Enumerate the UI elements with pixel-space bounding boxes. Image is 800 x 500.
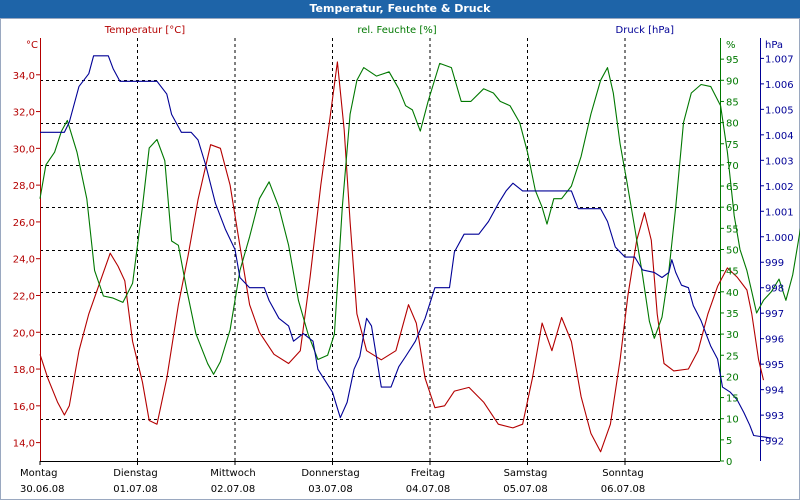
x-date-label: 04.07.08 bbox=[406, 484, 451, 495]
pressure-series-label: Druck [hPa] bbox=[616, 25, 675, 36]
x-date-label: 01.07.08 bbox=[113, 484, 158, 495]
humidity-tick-label: 20 bbox=[726, 372, 739, 383]
pressure-tick-label: 1.007 bbox=[765, 54, 794, 65]
humidity-tick-label: 70 bbox=[726, 161, 739, 172]
temperature-tick-label: 34,0 bbox=[13, 71, 35, 82]
series-line-temperature bbox=[39, 61, 765, 453]
humidity-tick-label: 85 bbox=[726, 97, 739, 108]
temperature-tick-label: 26,0 bbox=[13, 218, 35, 229]
x-date-label: 05.07.08 bbox=[503, 484, 548, 495]
humidity-tick-label: 90 bbox=[726, 76, 739, 87]
x-day-label: Dienstag bbox=[113, 468, 158, 479]
humidity-tick-label: 60 bbox=[726, 203, 739, 214]
series-line-humidity bbox=[39, 62, 800, 375]
x-day-label: Mittwoch bbox=[210, 468, 255, 479]
pressure-tick-label: 1.004 bbox=[765, 131, 794, 142]
humidity-tick-label: 65 bbox=[726, 182, 739, 193]
x-date-label: 06.07.08 bbox=[601, 484, 646, 495]
x-day-label: Samstag bbox=[504, 468, 548, 479]
temperature-tick-label: 22,0 bbox=[13, 291, 35, 302]
temperature-tick-label: 18,0 bbox=[13, 365, 35, 376]
humidity-tick-label: 0 bbox=[726, 457, 732, 468]
pressure-tick-label: 993 bbox=[765, 411, 784, 422]
humidity-tick-label: 50 bbox=[726, 246, 739, 257]
humidity-tick-label: 5 bbox=[726, 436, 732, 447]
temperature-tick-label: 28,0 bbox=[13, 181, 35, 192]
humidity-tick-label: 45 bbox=[726, 267, 739, 278]
chart-series bbox=[39, 55, 800, 453]
pressure-tick-label: 998 bbox=[765, 284, 784, 295]
x-day-label: Sonntag bbox=[602, 468, 644, 479]
humidity-tick-label: 35 bbox=[726, 309, 739, 320]
pressure-tick-label: 1.002 bbox=[765, 182, 794, 193]
pressure-tick-label: 995 bbox=[765, 360, 784, 371]
humidity-unit: % bbox=[726, 40, 736, 51]
pressure-tick-label: 994 bbox=[765, 386, 784, 397]
window-title: Temperatur, Feuchte & Druck bbox=[0, 0, 800, 18]
humidity-tick-label: 10 bbox=[726, 415, 739, 426]
temperature-series-label: Temperatur [°C] bbox=[104, 25, 185, 36]
temperature-tick-label: 16,0 bbox=[13, 402, 35, 413]
temperature-tick-label: 14,0 bbox=[13, 439, 35, 450]
chart-labels: 34,0 32,0 30,0 28,0 26,0 24,0 22,0 20,0 18,0 16,0… bbox=[13, 25, 794, 495]
pressure-tick-label: 1.005 bbox=[765, 105, 794, 116]
humidity-series-label: rel. Feuchte [%] bbox=[357, 25, 436, 36]
x-day-label: Donnerstag bbox=[301, 468, 359, 479]
pressure-tick-label: 996 bbox=[765, 335, 784, 346]
pressure-tick-label: 1.000 bbox=[765, 233, 794, 244]
humidity-tick-label: 75 bbox=[726, 140, 739, 151]
temperature-tick-label: 32,0 bbox=[13, 108, 35, 119]
pressure-tick-label: 1.001 bbox=[765, 207, 794, 218]
humidity-tick-label: 40 bbox=[726, 288, 739, 299]
pressure-tick-label: 997 bbox=[765, 309, 784, 320]
pressure-tick-label: 999 bbox=[765, 258, 784, 269]
temperature-tick-label: 24,0 bbox=[13, 255, 35, 266]
pressure-tick-label: 1.006 bbox=[765, 80, 794, 91]
x-date-label: 30.06.08 bbox=[20, 484, 65, 495]
humidity-tick-label: 95 bbox=[726, 55, 739, 66]
humidity-tick-label: 30 bbox=[726, 330, 739, 341]
x-day-label: Montag bbox=[20, 468, 57, 479]
series-line-pressure bbox=[40, 55, 772, 439]
pressure-tick-label: 992 bbox=[765, 437, 784, 448]
x-date-label: 03.07.08 bbox=[308, 484, 353, 495]
temperature-unit: °C bbox=[26, 40, 38, 51]
x-date-label: 02.07.08 bbox=[211, 484, 256, 495]
pressure-unit: hPa bbox=[765, 40, 783, 51]
humidity-tick-label: 80 bbox=[726, 119, 739, 130]
chart-axes bbox=[36, 38, 764, 465]
temperature-tick-label: 30,0 bbox=[13, 144, 35, 155]
humidity-tick-label: 25 bbox=[726, 351, 739, 362]
pressure-tick-label: 1.003 bbox=[765, 156, 794, 167]
temperature-tick-label: 20,0 bbox=[13, 328, 35, 339]
humidity-tick-label: 15 bbox=[726, 394, 739, 405]
x-day-label: Freitag bbox=[411, 468, 445, 479]
humidity-tick-label: 55 bbox=[726, 224, 739, 235]
